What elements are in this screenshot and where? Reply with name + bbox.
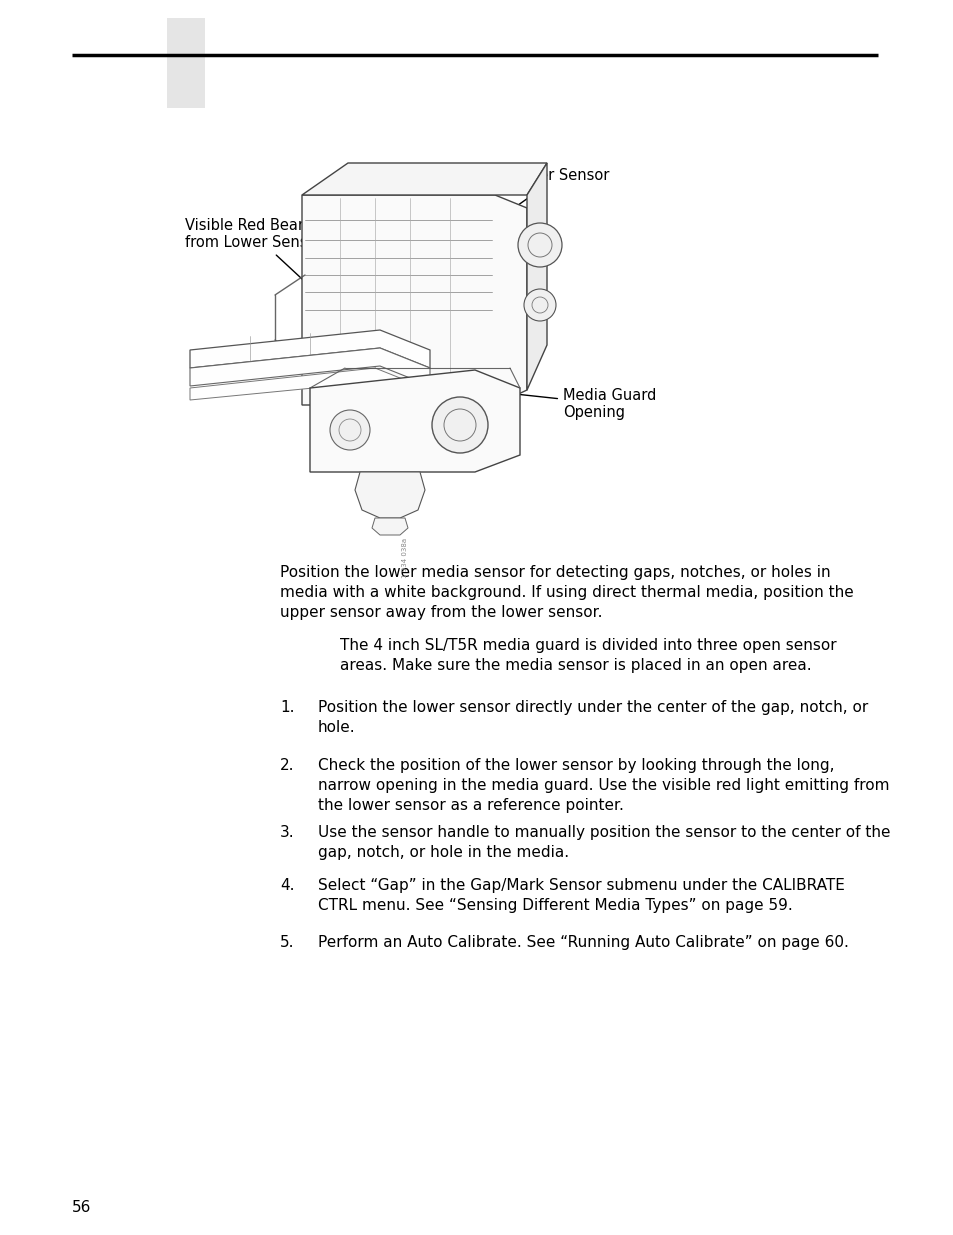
Circle shape <box>523 289 556 321</box>
Text: Use the sensor handle to manually position the sensor to the center of the
gap, : Use the sensor handle to manually positi… <box>317 825 889 860</box>
Bar <box>167 19 205 107</box>
Text: 5.: 5. <box>280 935 294 950</box>
Polygon shape <box>526 163 546 390</box>
Text: Upper Sensor: Upper Sensor <box>451 168 609 252</box>
Polygon shape <box>302 163 546 195</box>
Text: Select “Gap” in the Gap/Mark Sensor submenu under the CALIBRATE
CTRL menu. See “: Select “Gap” in the Gap/Mark Sensor subm… <box>317 878 844 913</box>
Text: Visible Red Beam
from Lower Sensor: Visible Red Beam from Lower Sensor <box>185 219 367 340</box>
Polygon shape <box>190 330 430 368</box>
Text: 1.: 1. <box>280 700 294 715</box>
Circle shape <box>432 396 488 453</box>
Text: The 4 inch SL/T5R media guard is divided into three open sensor
areas. Make sure: The 4 inch SL/T5R media guard is divided… <box>339 638 836 673</box>
Polygon shape <box>302 195 526 405</box>
Polygon shape <box>310 370 519 472</box>
Text: 56: 56 <box>71 1200 91 1215</box>
Text: 3.: 3. <box>280 825 294 840</box>
Polygon shape <box>355 472 424 517</box>
Polygon shape <box>372 517 408 535</box>
Polygon shape <box>190 368 430 403</box>
Polygon shape <box>190 348 430 387</box>
Text: 1 934 038a: 1 934 038a <box>401 538 408 578</box>
Circle shape <box>517 224 561 267</box>
Text: Position the lower media sensor for detecting gaps, notches, or holes in
media w: Position the lower media sensor for dete… <box>280 564 853 620</box>
Text: Check the position of the lower sensor by looking through the long,
narrow openi: Check the position of the lower sensor b… <box>317 758 888 813</box>
Text: Position the lower sensor directly under the center of the gap, notch, or
hole.: Position the lower sensor directly under… <box>317 700 867 735</box>
Text: 2.: 2. <box>280 758 294 773</box>
Text: Perform an Auto Calibrate. See “Running Auto Calibrate” on page 60.: Perform an Auto Calibrate. See “Running … <box>317 935 848 950</box>
Text: Media Guard
Opening: Media Guard Opening <box>482 388 656 420</box>
Text: 4.: 4. <box>280 878 294 893</box>
Circle shape <box>330 410 370 450</box>
